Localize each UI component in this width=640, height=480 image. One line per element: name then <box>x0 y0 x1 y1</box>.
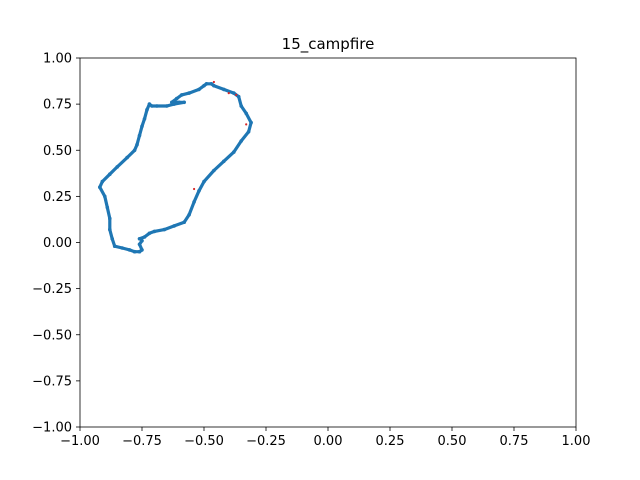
trajectory-point-37 <box>147 102 152 106</box>
trajectory-point-53 <box>110 237 114 241</box>
x-tick-label-2: −0.50 <box>184 434 224 449</box>
red-point-0 <box>227 92 230 95</box>
trajectory-point-44 <box>125 155 129 160</box>
trajectory-point-12 <box>222 159 226 164</box>
x-tick-label-3: −0.25 <box>246 434 286 449</box>
trajectory-point-55 <box>120 246 124 250</box>
trajectory-point-21 <box>222 87 226 92</box>
chart-title: 15_campfire <box>282 35 375 54</box>
x-tick-label-0: −1.00 <box>60 434 100 449</box>
red-point-4 <box>212 80 215 84</box>
trajectory-point-26 <box>197 87 201 92</box>
trajectory-point-57 <box>132 249 137 254</box>
trajectory-point-47 <box>100 179 105 184</box>
trajectory-point-50 <box>105 205 110 210</box>
trajectory-point-60 <box>137 242 142 247</box>
trajectory-point-35 <box>155 104 159 108</box>
trajectory-point-2 <box>147 231 152 236</box>
x-tick-label-5: 0.25 <box>376 434 405 449</box>
trajectory-point-7 <box>187 213 191 217</box>
trajectory-point-9 <box>197 189 201 193</box>
x-tick-label-7: 0.75 <box>500 434 529 449</box>
trajectory-point-14 <box>239 139 243 143</box>
trajectory-point-19 <box>236 94 241 99</box>
y-tick-label-6: 0.50 <box>43 144 72 159</box>
x-tick-label-8: 1.00 <box>562 434 591 449</box>
trajectory-point-16 <box>249 120 253 125</box>
trajectory-point-45 <box>115 165 119 169</box>
trajectory-point-54 <box>112 244 117 248</box>
trajectory-point-40 <box>140 124 144 129</box>
y-tick-label-2: −0.50 <box>32 328 72 343</box>
y-tick-label-5: 0.25 <box>43 190 72 205</box>
trajectory-point-24 <box>204 82 209 86</box>
trajectory-point-48 <box>98 185 102 189</box>
x-tick-label-4: 0.00 <box>314 434 343 449</box>
trajectory-point-38 <box>145 107 149 112</box>
trajectory-point-27 <box>187 91 191 95</box>
trajectory-point-32 <box>182 100 186 105</box>
trajectory-point-5 <box>172 224 176 228</box>
trajectory-point-18 <box>239 104 243 108</box>
trajectory-point-36 <box>150 104 154 108</box>
y-tick-label-3: −0.25 <box>32 282 72 297</box>
y-tick-label-1: −0.75 <box>32 374 72 389</box>
trajectory-point-46 <box>108 172 112 176</box>
trajectory-point-43 <box>132 148 137 153</box>
trajectory-point-59 <box>140 248 144 252</box>
trajectory-point-0 <box>137 237 142 241</box>
trajectory-point-15 <box>246 130 251 134</box>
trajectory-point-58 <box>137 249 142 254</box>
trajectory-point-22 <box>212 83 216 88</box>
trajectory-point-23 <box>209 82 214 86</box>
y-tick-label-8: 1.00 <box>43 52 72 67</box>
trajectory-point-1 <box>142 235 147 239</box>
trajectory-point-8 <box>192 200 196 204</box>
trajectory-point-33 <box>172 102 176 106</box>
trajectory-point-13 <box>232 150 236 154</box>
trajectory-point-34 <box>165 104 169 108</box>
trajectory-point-42 <box>135 142 139 147</box>
trajectory-line <box>98 82 253 254</box>
trajectory-point-29 <box>174 96 179 101</box>
trajectory-point-49 <box>103 194 107 199</box>
y-tick-label-4: 0.00 <box>43 236 72 251</box>
x-tick-label-6: 0.50 <box>438 434 467 449</box>
red-point-2 <box>245 123 248 126</box>
trajectory-point-39 <box>142 117 147 121</box>
plot-area <box>98 80 253 254</box>
trajectory-point-61 <box>140 238 144 243</box>
trajectory-point-20 <box>232 91 236 95</box>
trajectory-point-31 <box>177 100 181 105</box>
trajectory-point-11 <box>212 168 216 173</box>
trajectory-point-6 <box>182 220 186 224</box>
trajectory-point-17 <box>244 111 248 116</box>
trajectory-point-10 <box>202 179 206 184</box>
trajectory-point-28 <box>179 93 184 97</box>
trajectory-point-56 <box>127 248 132 252</box>
trajectory-point-25 <box>202 83 206 88</box>
x-tick-label-1: −0.75 <box>122 434 162 449</box>
trajectory-point-52 <box>108 227 112 232</box>
axes: −1.00 −0.75 −0.50 −0.25 0.00 0.25 0.50 0.75 1.00… <box>32 52 590 450</box>
y-tick-label-7: 0.75 <box>43 98 72 113</box>
y-tick-label-0: −1.00 <box>32 421 72 436</box>
trajectory-point-41 <box>137 133 142 138</box>
trajectory-point-3 <box>152 229 157 234</box>
red-point-3 <box>193 187 196 191</box>
red-point-1 <box>235 93 238 96</box>
trajectory-point-51 <box>108 216 112 221</box>
trajectory-point-4 <box>162 227 167 232</box>
